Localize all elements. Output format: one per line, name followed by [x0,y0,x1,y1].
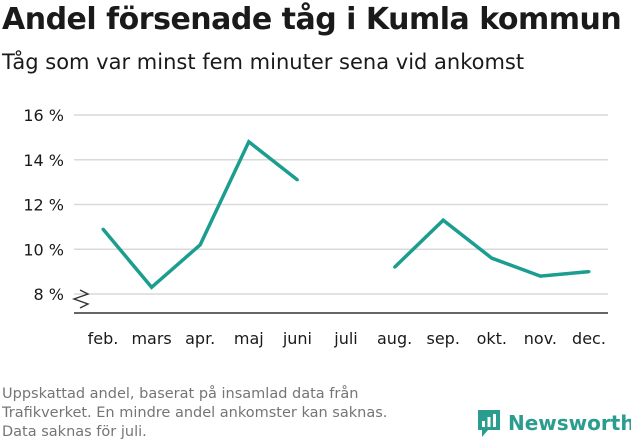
series-line-segment [393,217,590,278]
data-point [538,274,542,278]
data-point [295,178,299,182]
brand-name: Newsworthy [508,411,631,435]
brand-logo: Newsworthy [476,407,631,439]
y-axis-tick-labels: 8 % 10 % 12 % 14 % 16 % [23,106,64,304]
data-point [587,270,591,274]
x-tick-label: okt. [477,329,507,348]
footnote-line: Trafikverket. En mindre andel ankomster … [2,405,388,421]
x-tick-label: aug. [377,329,412,348]
x-tick-label: mars [131,329,171,348]
data-point [101,227,105,231]
series-lines [101,139,591,290]
x-tick-label: dec. [572,329,606,348]
data-point [490,256,494,260]
x-tick-label: nov. [524,329,557,348]
series-line-segment [101,139,299,290]
gridlines [74,114,608,295]
x-axis-tick-labels: feb. mars apr. maj juni juli aug. sep. okt. nov. d… [88,329,606,348]
data-point [393,265,397,269]
y-tick-label: 8 % [34,285,64,304]
data-point [150,285,154,289]
x-tick-label: juli [333,329,357,348]
line-chart: 8 % 10 % 12 % 14 % 16 % feb. mars apr. maj juni j… [23,106,608,348]
y-tick-label: 14 % [23,151,64,170]
y-tick-label: 16 % [23,106,64,125]
chart-title: Andel försenade tåg i Kumla kommun [2,2,622,37]
axis-break-icon [71,289,90,309]
footnote-line: Uppskattad andel, baserat på insamlad da… [2,386,359,402]
footnote: Uppskattad andel, baserat på insamlad da… [2,385,442,442]
footnote-line: Data saknas för juli. [2,424,147,440]
data-point [247,140,251,144]
x-tick-label: sep. [426,329,459,348]
y-tick-label: 10 % [23,240,64,259]
newsworthy-logo-icon [478,410,500,437]
chart-subtitle: Tåg som var minst fem minuter sena vid a… [2,50,525,74]
x-tick-label: juni [282,329,312,348]
x-tick-label: feb. [88,329,119,348]
x-tick-label: maj [234,329,264,348]
y-tick-label: 12 % [23,196,64,215]
data-point [198,243,202,247]
data-point [441,218,445,222]
x-tick-label: apr. [185,329,215,348]
